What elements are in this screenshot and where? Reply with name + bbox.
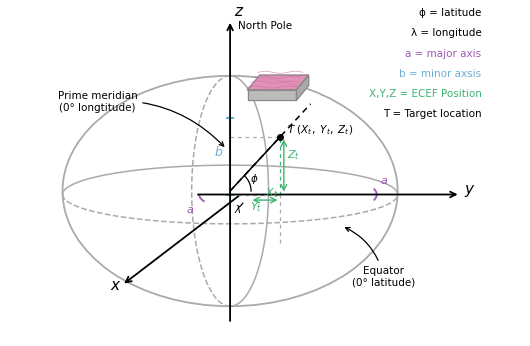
Text: $\phi$: $\phi$ <box>250 172 258 186</box>
Text: $T\ (X_t,\ Y_t,\ Z_t)$: $T\ (X_t,\ Y_t,\ Z_t)$ <box>287 123 354 137</box>
Polygon shape <box>248 75 308 90</box>
Text: $X_t$: $X_t$ <box>265 186 278 200</box>
Text: ϕ = latitude: ϕ = latitude <box>419 8 481 18</box>
Text: a: a <box>187 206 193 215</box>
Text: b = minor axsis: b = minor axsis <box>399 69 481 79</box>
Text: North Pole: North Pole <box>238 21 293 31</box>
Text: $Z_t$: $Z_t$ <box>287 148 301 162</box>
Text: $z$: $z$ <box>234 4 245 19</box>
Polygon shape <box>296 75 308 100</box>
Text: X,Y,Z = ECEF Position: X,Y,Z = ECEF Position <box>368 89 481 99</box>
Text: $x$: $x$ <box>110 278 121 293</box>
Text: a = major axis: a = major axis <box>405 48 481 58</box>
Polygon shape <box>248 90 296 100</box>
Text: $\lambda$: $\lambda$ <box>234 203 241 215</box>
Text: $Y_t$: $Y_t$ <box>250 200 262 214</box>
Text: a: a <box>380 176 387 186</box>
Text: T = Target location: T = Target location <box>383 109 481 119</box>
Text: Prime meridian
(0° longtitude): Prime meridian (0° longtitude) <box>58 91 224 146</box>
Text: λ = longitude: λ = longitude <box>411 28 481 38</box>
Text: Equator
(0° latitude): Equator (0° latitude) <box>346 228 416 287</box>
Text: b: b <box>215 146 223 159</box>
Text: $y$: $y$ <box>464 183 475 199</box>
